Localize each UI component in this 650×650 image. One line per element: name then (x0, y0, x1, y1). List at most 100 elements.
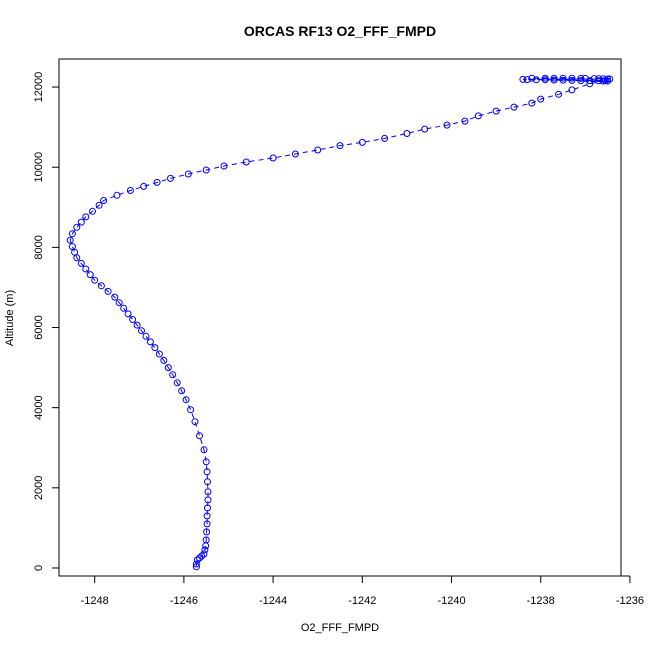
x-tick-label: -1236 (616, 595, 644, 607)
data-point (191, 418, 199, 426)
data-point (204, 496, 212, 504)
data-point (203, 520, 211, 528)
data-point (196, 432, 203, 440)
data-point (68, 230, 76, 238)
data-point (204, 488, 212, 496)
data-point (95, 201, 103, 209)
data-point (129, 316, 137, 323)
data-point (202, 542, 210, 550)
data-point (203, 528, 211, 536)
data-point (403, 130, 411, 137)
data-point (192, 563, 200, 571)
data-point (153, 178, 161, 186)
data-point (77, 218, 85, 226)
data-point (115, 299, 123, 307)
data-point (336, 142, 344, 150)
data-point (113, 191, 121, 199)
data-point (68, 243, 76, 251)
data-points (66, 74, 614, 571)
data-point (577, 74, 585, 82)
data-point (82, 265, 90, 273)
data-point (443, 121, 451, 129)
data-point (523, 76, 531, 84)
data-point (492, 107, 500, 115)
data-point (169, 371, 177, 379)
data-point (568, 76, 576, 84)
data-point (220, 162, 228, 170)
data-point (173, 379, 181, 387)
x-tick-label: -1242 (348, 595, 376, 607)
data-point (202, 166, 210, 174)
data-point (89, 207, 96, 215)
data-point (100, 197, 108, 204)
data-point (151, 344, 159, 352)
chart-title: ORCAS RF13 O2_FFF_FMPD (244, 23, 436, 39)
data-point (510, 103, 518, 111)
data-point (124, 310, 132, 318)
data-point (528, 74, 536, 82)
data-point (604, 75, 612, 83)
data-point (381, 134, 389, 142)
data-point (120, 304, 128, 312)
data-point (559, 74, 567, 82)
data-point (474, 112, 482, 120)
x-axis: -1248 -1246 -1244 -1242 -1240 -1238 -1236 (81, 575, 644, 607)
data-point (555, 90, 563, 98)
data-point (82, 213, 90, 221)
data-point (97, 282, 105, 290)
data-point (198, 552, 206, 560)
data-point (595, 75, 603, 83)
x-tick-label: -1240 (437, 595, 465, 607)
data-point (461, 117, 469, 125)
data-point (184, 170, 192, 178)
data-point (146, 338, 154, 346)
y-tick-label: 4000 (33, 395, 45, 419)
data-point (577, 77, 585, 85)
x-tick-label: -1244 (259, 595, 287, 607)
data-point (155, 350, 163, 358)
data-point (164, 364, 172, 372)
data-point (291, 150, 299, 158)
data-point (142, 332, 150, 340)
y-tick-label: 6000 (33, 315, 45, 339)
y-tick-label: 12000 (33, 72, 45, 103)
data-point (590, 75, 598, 83)
data-point (73, 254, 81, 262)
data-point (242, 158, 250, 166)
y-ticks: 0 2000 4000 6000 8000 10000 12000 (33, 72, 59, 571)
data-point (519, 75, 527, 83)
data-point (606, 75, 614, 83)
y-axis-label: Altitude (m) (4, 290, 16, 346)
data-point (167, 174, 174, 182)
plot-frame (58, 58, 622, 577)
data-point (178, 387, 186, 395)
data-point (203, 512, 211, 520)
y-axis: 0 2000 4000 6000 8000 10000 12000 (33, 72, 60, 571)
data-point (541, 74, 549, 82)
data-point (204, 504, 211, 512)
series-line (69, 77, 610, 567)
data-point (187, 406, 195, 414)
y-tick-label: 0 (33, 565, 45, 571)
data-point (160, 356, 168, 364)
data-point (196, 554, 203, 562)
data-point (421, 125, 429, 133)
data-point (71, 248, 79, 256)
data-point (203, 468, 211, 476)
data-point (201, 546, 209, 554)
data-point (126, 187, 134, 194)
data-point (86, 271, 94, 279)
data-point (601, 77, 609, 85)
data-point (138, 327, 145, 335)
data-point (104, 287, 112, 295)
data-point (200, 550, 208, 558)
data-point (111, 293, 119, 301)
x-ticks: -1248 -1246 -1244 -1242 -1240 -1238 -1236 (81, 576, 644, 607)
data-point (314, 146, 322, 154)
plot-area (58, 58, 622, 577)
data-point (200, 446, 208, 454)
data-point (269, 154, 277, 162)
data-point (133, 321, 141, 329)
data-point (528, 99, 536, 107)
